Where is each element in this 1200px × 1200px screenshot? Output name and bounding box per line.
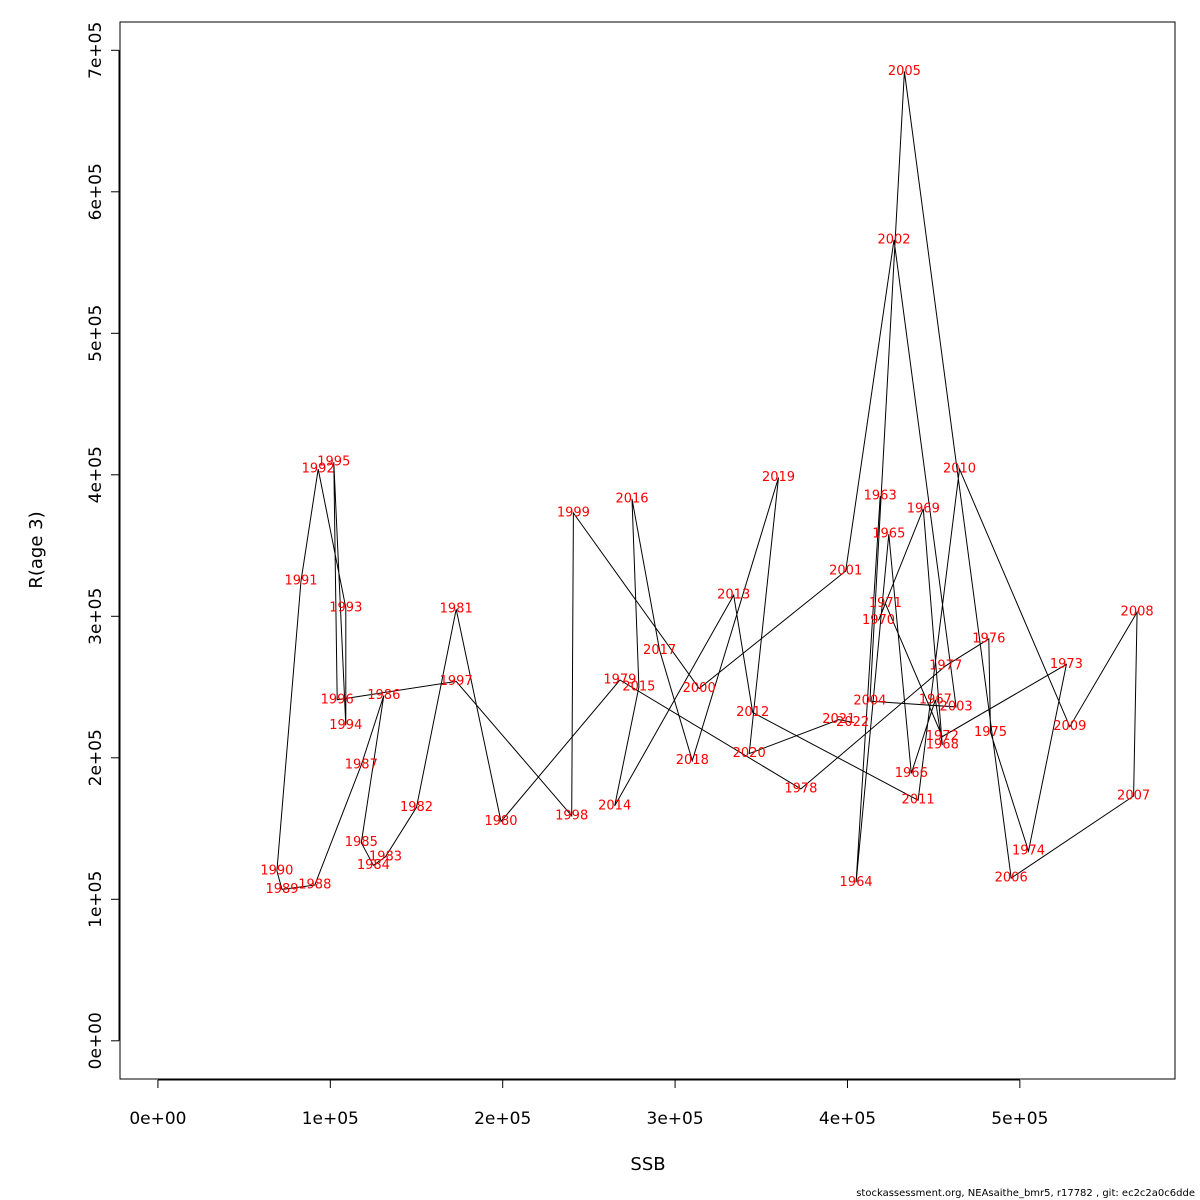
data-point-label: 2003 <box>940 699 973 714</box>
x-tick-label: 2e+05 <box>474 1109 531 1129</box>
data-point-label: 1998 <box>555 808 588 823</box>
x-axis: 0e+00 1e+05 2e+05 3e+05 4e+05 5e+05 <box>129 1079 1048 1129</box>
data-point-label: 2009 <box>1053 719 1086 734</box>
data-point-label: 2012 <box>736 705 769 720</box>
data-point-label: 1990 <box>260 864 293 879</box>
x-axis-title: SSB <box>630 1154 665 1175</box>
x-tick-label: 0e+00 <box>129 1109 186 1129</box>
data-point-label: 2021 <box>822 712 855 727</box>
data-point-label: 1968 <box>926 738 959 753</box>
data-point-label: 1991 <box>284 573 317 588</box>
data-point-label: 1970 <box>862 613 895 628</box>
data-point-label: 2005 <box>888 64 921 79</box>
y-axis: 0e+00 1e+05 2e+05 3e+05 4e+05 5e+05 6e+05 7e+05 <box>86 22 120 1069</box>
data-point-label: 2022 <box>836 715 869 730</box>
x-tick-label: 1e+05 <box>302 1109 359 1129</box>
data-point-label: 1965 <box>872 527 905 542</box>
data-point-label: 1999 <box>557 506 590 521</box>
data-point-label: 2006 <box>995 871 1028 886</box>
data-point-label: 1992 <box>302 462 335 477</box>
data-point-label: 1963 <box>864 489 897 504</box>
data-point-label: 1974 <box>1012 844 1045 859</box>
data-point-label: 2018 <box>676 753 709 768</box>
data-point-label: 1972 <box>926 729 959 744</box>
y-tick-label: 5e+05 <box>86 305 106 362</box>
data-point-label: 1983 <box>369 849 402 864</box>
data-point-label: 2002 <box>877 232 910 247</box>
data-point-label: 1988 <box>298 878 331 893</box>
y-tick-label: 1e+05 <box>86 871 106 928</box>
data-point-label: 2016 <box>615 491 648 506</box>
plot-frame <box>119 21 1176 1080</box>
x-tick-label: 5e+05 <box>991 1109 1048 1129</box>
data-point-label: 1979 <box>603 673 636 688</box>
data-point-label: 1976 <box>972 631 1005 646</box>
data-point-label: 1975 <box>974 725 1007 740</box>
data-point-label: 1977 <box>929 658 962 673</box>
series-line <box>276 71 1138 890</box>
y-tick-label: 2e+05 <box>86 729 106 786</box>
footer-caption: stockassessment.org, NEAsaithe_bmr5, r17… <box>856 1188 1195 1199</box>
data-point-label: 1987 <box>345 757 378 772</box>
y-axis-title: R(age 3) <box>26 511 47 588</box>
data-point-label: 1997 <box>440 674 473 689</box>
data-point-label: 2020 <box>733 746 766 761</box>
data-point-label: 2004 <box>853 694 886 709</box>
data-point-label: 1973 <box>1050 657 1083 672</box>
data-point-label: 2019 <box>762 470 795 485</box>
data-point-label: 1971 <box>869 596 902 611</box>
data-point-label: 2015 <box>622 680 655 695</box>
year-labels: 1963 1964 1965 1966 1967 1968 1969 1970 1971 1972… <box>260 64 1153 897</box>
data-point-label: 1982 <box>400 800 433 815</box>
data-point-label: 2013 <box>717 588 750 603</box>
data-point-label: 1993 <box>329 600 362 615</box>
data-point-label: 1995 <box>317 455 350 470</box>
y-tick-label: 7e+05 <box>86 22 106 79</box>
data-point-label: 2014 <box>598 798 631 813</box>
y-tick-label: 3e+05 <box>86 588 106 645</box>
data-point-label: 2011 <box>902 793 935 808</box>
data-point-label: 1981 <box>440 602 473 617</box>
y-tick-label: 4e+05 <box>86 446 106 503</box>
data-point-label: 1994 <box>329 718 362 733</box>
x-tick-label: 4e+05 <box>819 1109 876 1129</box>
data-point-label: 1969 <box>907 501 940 516</box>
data-point-label: 1980 <box>484 814 517 829</box>
data-point-label: 1978 <box>784 781 817 796</box>
data-point-label: 1985 <box>345 835 378 850</box>
data-point-label: 1964 <box>840 875 873 890</box>
y-tick-label: 0e+00 <box>86 1012 106 1069</box>
x-tick-label: 3e+05 <box>647 1109 704 1129</box>
y-tick-label: 6e+05 <box>86 163 106 220</box>
data-point-label: 2017 <box>643 643 676 658</box>
data-point-label: 2010 <box>943 462 976 477</box>
data-point-label: 1996 <box>321 692 354 707</box>
data-point-label: 1967 <box>919 692 952 707</box>
data-point-label: 2001 <box>829 564 862 579</box>
data-point-label: 1966 <box>895 766 928 781</box>
data-point-label: 2007 <box>1117 789 1150 804</box>
data-point-label: 1989 <box>265 882 298 897</box>
data-point-label: 1984 <box>357 858 390 873</box>
data-point-label: 2000 <box>683 681 716 696</box>
data-point-label: 1986 <box>367 688 400 703</box>
data-point-label: 2008 <box>1121 605 1154 620</box>
